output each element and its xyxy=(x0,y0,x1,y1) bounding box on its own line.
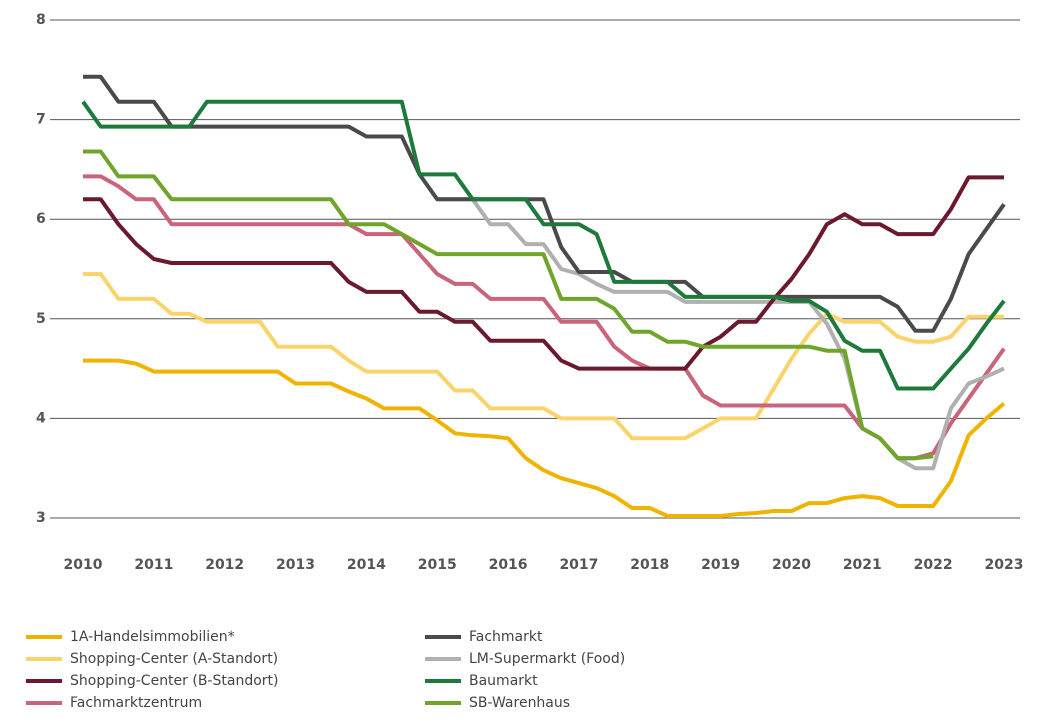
series-line xyxy=(83,272,1004,441)
y-tick-label: 3 xyxy=(36,510,46,526)
legend-label: 1A-Handelsimmobilien* xyxy=(70,629,235,645)
series-line xyxy=(83,149,934,461)
legend-label: SB-Warenhaus xyxy=(469,695,570,711)
series-line xyxy=(437,197,1005,471)
y-tick-label: 6 xyxy=(36,211,46,227)
x-tick-label: 2021 xyxy=(843,557,882,573)
y-tick-label: 5 xyxy=(36,311,46,327)
x-tick-label: 2019 xyxy=(701,557,740,573)
x-tick-label: 2012 xyxy=(205,557,244,573)
x-tick-label: 2017 xyxy=(559,557,598,573)
y-tick-label: 4 xyxy=(36,410,46,426)
x-tick-label: 2010 xyxy=(64,557,103,573)
legend-label: Fachmarkt xyxy=(469,629,543,645)
series-line xyxy=(83,174,1006,461)
legend-label: Baumarkt xyxy=(469,673,538,689)
x-tick-label: 2020 xyxy=(772,557,811,573)
x-tick-label: 2022 xyxy=(914,557,953,573)
x-tick-label: 2023 xyxy=(985,557,1024,573)
x-tick-label: 2018 xyxy=(630,557,669,573)
legend-label: Fachmarktzentrum xyxy=(70,695,202,711)
legend-label: Shopping-Center (B-Standort) xyxy=(70,673,278,689)
series-line xyxy=(83,358,1006,518)
legend-label: Shopping-Center (A-Standort) xyxy=(70,651,278,667)
series-line xyxy=(81,99,1006,391)
y-tick-label: 8 xyxy=(36,12,46,28)
x-tick-label: 2015 xyxy=(418,557,457,573)
x-tick-label: 2016 xyxy=(489,557,528,573)
y-tick-label: 7 xyxy=(36,112,46,128)
x-tick-label: 2013 xyxy=(276,557,315,573)
series-line xyxy=(83,175,1004,371)
x-tick-label: 2011 xyxy=(134,557,173,573)
series-line xyxy=(83,74,1006,333)
legend-label: LM-Supermarkt (Food) xyxy=(469,651,625,667)
x-tick-label: 2014 xyxy=(347,557,386,573)
